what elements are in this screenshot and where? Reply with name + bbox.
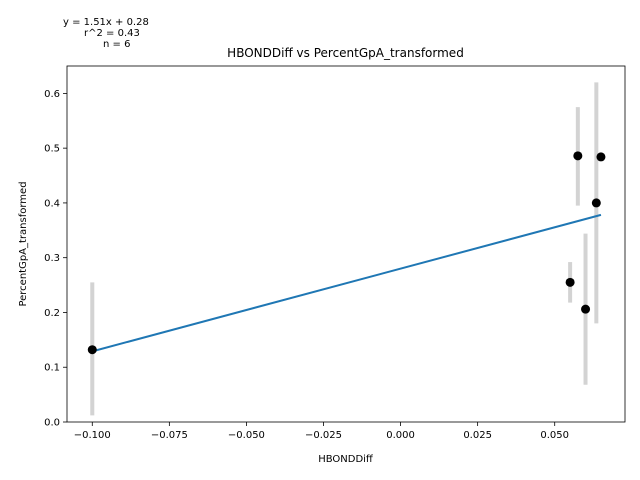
y-axis-label: PercentGpA_transformed xyxy=(18,181,29,306)
y-tick-label-5: 0.5 xyxy=(44,144,60,155)
fit-line xyxy=(92,213,602,353)
r-squared-annotation: r^2 = 0.43 xyxy=(84,28,140,39)
plot-frame xyxy=(66,65,626,423)
x-tick-label-4: 0.000 xyxy=(386,430,415,441)
y-tick-label-4: 0.4 xyxy=(44,198,60,209)
y-tick-label-0: 0.0 xyxy=(44,418,60,429)
data-point-5 xyxy=(596,152,606,162)
x-tick-label-2: −0.050 xyxy=(228,430,265,441)
y-axis-ticks: 0.0 0.1 0.2 0.3 0.4 0.5 0.6 xyxy=(44,89,67,429)
data-point-0 xyxy=(87,345,97,355)
y-tick-label-6: 0.6 xyxy=(44,89,60,100)
x-tick-label-3: −0.025 xyxy=(305,430,342,441)
points-layer xyxy=(87,151,606,355)
x-tick-label-0: −0.100 xyxy=(74,430,111,441)
data-point-1 xyxy=(565,277,575,287)
equation-annotation: y = 1.51x + 0.28 xyxy=(63,17,149,28)
x-tick-label-5: 0.025 xyxy=(463,430,492,441)
data-point-3 xyxy=(581,304,591,314)
data-point-4 xyxy=(591,198,601,208)
x-axis-ticks: −0.100 −0.075 −0.050 −0.025 0.000 0.025 0.050 xyxy=(74,422,569,441)
x-tick-label-6: 0.050 xyxy=(540,430,569,441)
n-annotation: n = 6 xyxy=(103,39,130,50)
chart-title: HBONDDiff vs PercentGpA_transformed xyxy=(227,46,464,60)
y-tick-label-1: 0.1 xyxy=(44,363,60,374)
y-tick-label-2: 0.2 xyxy=(44,308,60,319)
x-tick-label-1: −0.075 xyxy=(151,430,188,441)
data-point-2 xyxy=(573,151,583,161)
fit-line-layer xyxy=(92,213,602,353)
y-tick-label-3: 0.3 xyxy=(44,253,60,264)
x-axis-label: HBONDDiff xyxy=(318,454,374,465)
errorbar-layer xyxy=(90,82,599,416)
